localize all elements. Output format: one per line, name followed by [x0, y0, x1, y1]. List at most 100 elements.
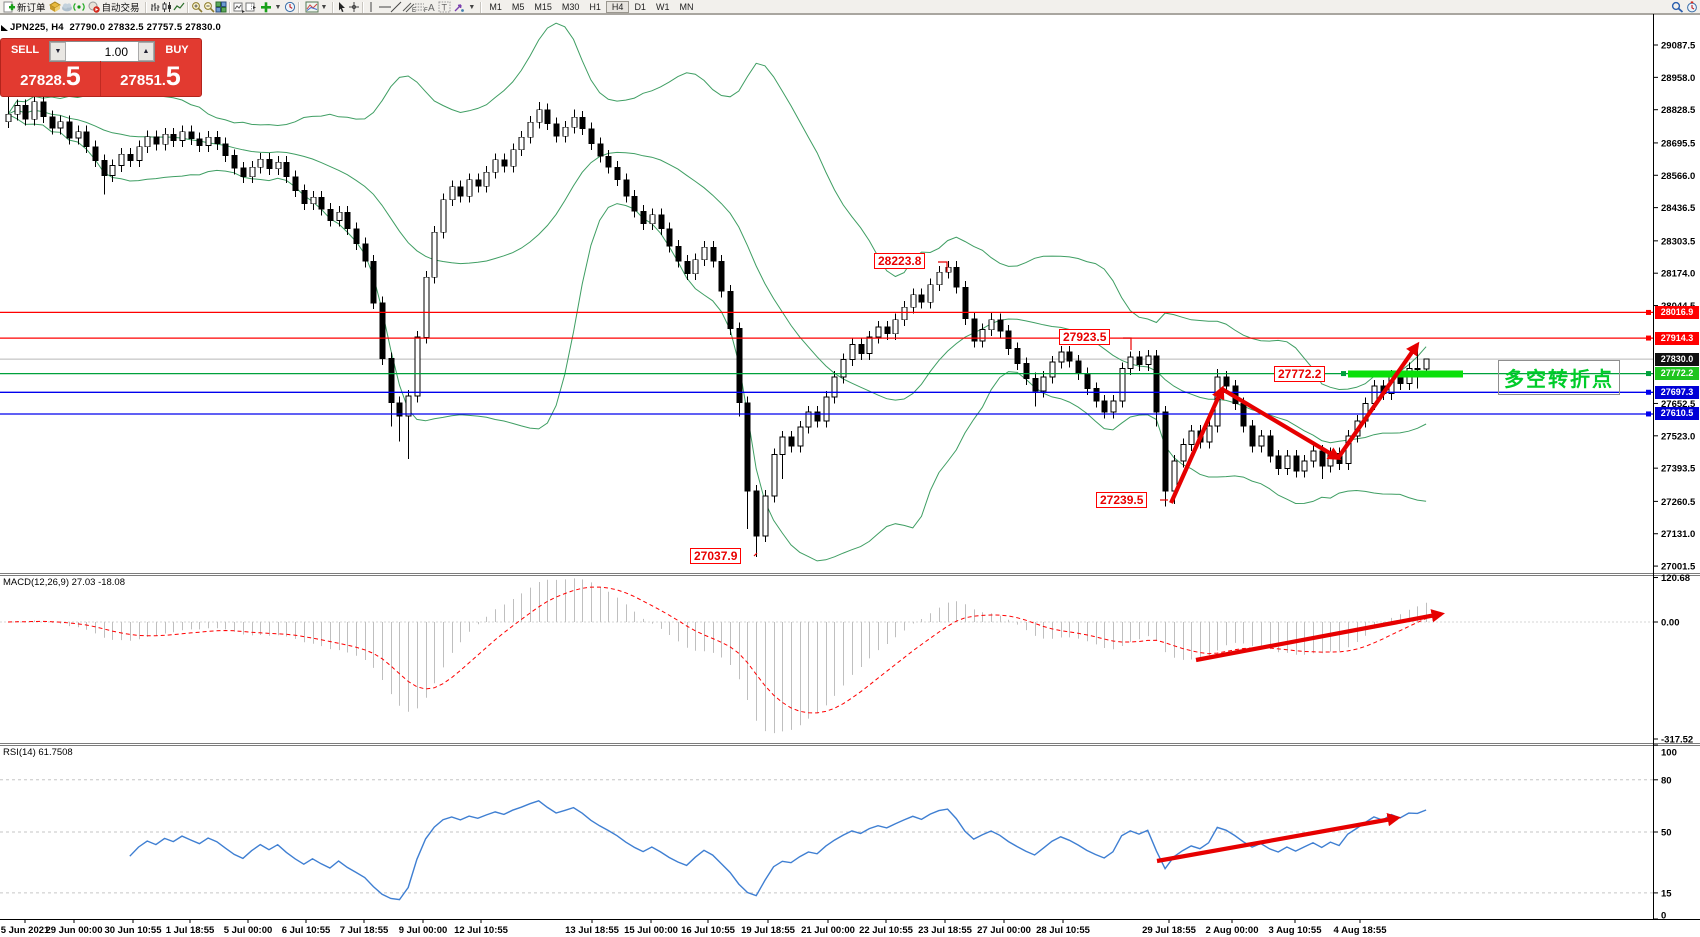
template-button[interactable]: ▼ [302, 1, 330, 14]
axis-price-box: 27830.0 [1655, 352, 1699, 366]
svg-text:1 Jul 18:55: 1 Jul 18:55 [166, 925, 215, 936]
new-order-button[interactable]: 新订单 [0, 1, 49, 14]
tile-windows-icon[interactable] [215, 1, 227, 13]
price-annotation[interactable]: 28223.8 [874, 253, 926, 269]
svg-text:28958.0: 28958.0 [1661, 73, 1695, 84]
svg-text:27523.0: 27523.0 [1661, 431, 1695, 442]
toolbar-separator [332, 1, 335, 13]
svg-text:9 Jul 00:00: 9 Jul 00:00 [399, 925, 448, 936]
timeframe-button-m1[interactable]: M1 [489, 2, 502, 12]
svg-text:19 Jul 18:55: 19 Jul 18:55 [741, 925, 796, 936]
autotrade-button[interactable]: 自动交易 [85, 1, 143, 14]
zoom-in-icon[interactable] [191, 1, 203, 13]
alarm-clock-icon[interactable] [1686, 1, 1698, 13]
svg-text:16 Jul 10:55: 16 Jul 10:55 [681, 925, 736, 936]
sell-price[interactable]: 27828.5 [1, 61, 101, 96]
svg-text:27652.5: 27652.5 [1661, 399, 1696, 410]
search-icon[interactable] [1671, 1, 1684, 13]
svg-text:3 Aug 10:55: 3 Aug 10:55 [1269, 925, 1323, 936]
svg-text:120.68: 120.68 [1661, 573, 1690, 584]
trend-arrow[interactable] [1156, 813, 1401, 864]
vertical-line-icon[interactable] [366, 1, 378, 13]
arrows-tool-button[interactable]: ▼ [450, 1, 478, 14]
volume-input[interactable]: 1.00 [104, 44, 128, 59]
svg-text:28 Jul 10:55: 28 Jul 10:55 [1036, 925, 1091, 936]
history-center-icon[interactable] [48, 1, 61, 13]
svg-text:6 Jul 10:55: 6 Jul 10:55 [282, 925, 331, 936]
sell-button[interactable]: SELL [3, 41, 47, 60]
trend-note[interactable]: 多空转折点 [1498, 360, 1620, 395]
svg-text:29 Jun 00:00: 29 Jun 00:00 [45, 925, 102, 936]
toolbar-separator [362, 1, 365, 13]
new-order-icon [3, 1, 15, 13]
buy-price[interactable]: 27851.5 [120, 61, 181, 91]
volume-decrease-button[interactable]: ▼ [50, 42, 66, 61]
volume-increase-button[interactable]: ▲ [138, 42, 154, 61]
trend-arrow[interactable] [1195, 609, 1445, 663]
symbol-period: JPN225, H4 [10, 22, 64, 33]
svg-text:28303.5: 28303.5 [1661, 236, 1696, 247]
svg-text:29 Jul 18:55: 29 Jul 18:55 [1142, 925, 1197, 936]
price-annotation[interactable]: 27037.9 [690, 548, 742, 564]
candle-chart-icon[interactable] [161, 1, 173, 13]
timeframe-button-d1[interactable]: D1 [634, 2, 646, 12]
svg-text:2 Aug 00:00: 2 Aug 00:00 [1206, 925, 1259, 936]
svg-text:A: A [428, 3, 435, 13]
trend-arrow[interactable] [1336, 341, 1420, 460]
toolbar-right-icons [1671, 1, 1698, 13]
trendline-icon[interactable] [390, 1, 402, 13]
buy-button[interactable]: BUY [155, 41, 199, 60]
period-clock-icon[interactable] [284, 1, 296, 13]
timeframe-button-h4[interactable]: H4 [605, 1, 630, 13]
trend-arrow[interactable] [1220, 387, 1342, 461]
bar-chart-icon[interactable] [149, 1, 161, 13]
add-indicator-icon [260, 1, 272, 13]
text-icon[interactable]: A [426, 1, 438, 13]
svg-text:50: 50 [1661, 828, 1672, 839]
price-annotation[interactable]: 27923.5 [1059, 329, 1111, 345]
green-trend-bar[interactable] [1348, 370, 1463, 378]
horizontal-line-icon[interactable] [378, 1, 392, 13]
svg-text:13 Jul 18:55: 13 Jul 18:55 [565, 925, 620, 936]
svg-text:5 Jul 00:00: 5 Jul 00:00 [224, 925, 273, 936]
market-icon[interactable] [61, 1, 73, 13]
text-label-icon[interactable]: T [438, 1, 451, 13]
auto-scroll-icon[interactable] [233, 1, 245, 13]
new-order-label: 新订单 [17, 3, 46, 14]
signals-icon[interactable] [72, 1, 85, 13]
svg-text:28174.0: 28174.0 [1661, 269, 1695, 280]
timeframe-group: M1 M5 M15 M30 H1 H4 D1 W1 MN [484, 1, 698, 13]
cursor-icon[interactable] [336, 1, 348, 13]
equidistant-channel-icon[interactable]: E [402, 1, 416, 13]
caret-down-icon: ▼ [320, 3, 328, 11]
add-indicator-button[interactable]: ▼ [257, 1, 285, 14]
crosshair-icon[interactable] [348, 1, 360, 13]
svg-text:E: E [412, 8, 416, 13]
timeframe-button-m5[interactable]: M5 [511, 2, 525, 12]
line-chart-icon[interactable] [173, 1, 185, 13]
autotrade-label: 自动交易 [101, 3, 140, 14]
toolbar-separator [186, 1, 189, 13]
trade-panel-row: SELL ▼ 1.00 ▲ BUY [1, 39, 201, 62]
zoom-out-icon[interactable] [203, 1, 215, 13]
chart-window-marker-icon [1, 25, 8, 31]
template-icon [305, 1, 319, 13]
timeframe-button-w1[interactable]: W1 [655, 2, 670, 12]
chart-shift-icon[interactable] [245, 1, 257, 13]
timeframe-button-h1[interactable]: H1 [589, 2, 601, 12]
price-annotation[interactable]: 27239.5 [1096, 492, 1148, 508]
timeframe-button-m15[interactable]: M15 [534, 2, 552, 12]
fibonacci-icon[interactable]: F [414, 1, 428, 13]
svg-text:28695.5: 28695.5 [1661, 138, 1696, 149]
price-annotation[interactable]: 27772.2 [1274, 366, 1326, 382]
timeframe-button-m30[interactable]: M30 [561, 2, 580, 12]
autotrade-icon [88, 1, 100, 13]
timeframe-button-mn[interactable]: MN [679, 2, 694, 12]
axis-price-box: 27697.3 [1655, 385, 1699, 399]
arrow-shape-icon [453, 1, 465, 13]
svg-text:4 Aug 18:55: 4 Aug 18:55 [1334, 925, 1388, 936]
symbol-ohlc: 27790.0 27832.5 27757.5 27830.0 [69, 22, 221, 33]
axis-price-box: 27772.2 [1655, 367, 1699, 381]
trend-arrow[interactable] [1169, 385, 1225, 504]
